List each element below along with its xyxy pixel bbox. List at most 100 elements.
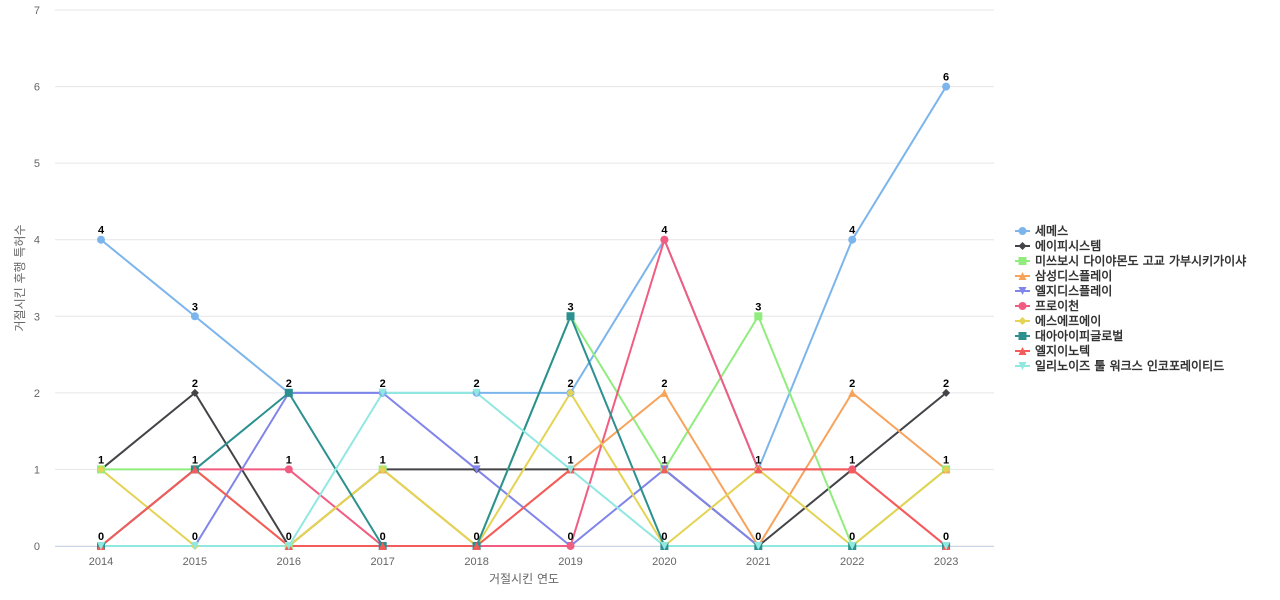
legend-label: 세메스 <box>1035 223 1068 238</box>
series-line-9[interactable] <box>101 391 947 547</box>
series-0-point[interactable] <box>190 312 199 321</box>
series-1-point[interactable] <box>190 388 199 397</box>
data-label: 0 <box>380 531 386 543</box>
legend-item[interactable]: 프로이천 <box>1015 298 1079 313</box>
series-line-0[interactable] <box>100 86 947 471</box>
legend-label: 미쓰보시 다이야몬도 고교 가부시키가이샤 <box>1035 253 1246 268</box>
legend-item[interactable]: 엘지이노텍 <box>1015 343 1090 358</box>
y-tick-label: 6 <box>34 82 40 94</box>
data-label: 0 <box>755 531 761 543</box>
legend-item[interactable]: 미쓰보시 다이야몬도 고교 가부시키가이샤 <box>1015 253 1246 268</box>
series-0-point[interactable] <box>942 82 951 91</box>
data-label: 1 <box>380 454 386 466</box>
legend-marker[interactable] <box>1018 347 1027 355</box>
series-6-point[interactable] <box>942 465 951 474</box>
series-0-point[interactable] <box>97 235 105 244</box>
series-8-point[interactable] <box>848 465 857 474</box>
legend-item[interactable]: 엘지디스플레이 <box>1015 283 1112 298</box>
legend-marker[interactable] <box>1018 257 1027 265</box>
series-7-point[interactable] <box>566 312 575 321</box>
legend-item[interactable]: 삼성디스플레이 <box>1015 268 1112 283</box>
legend-label: 일리노이즈 툴 워크스 인코포레이티드 <box>1035 358 1224 373</box>
series-8-point[interactable] <box>472 542 481 550</box>
series-8-point[interactable] <box>660 465 669 474</box>
series-9-point[interactable] <box>190 542 199 550</box>
series-5-point[interactable] <box>284 465 293 474</box>
series-8-point[interactable] <box>190 465 199 474</box>
x-tick-label: 2020 <box>652 556 676 568</box>
series-markers <box>97 82 951 550</box>
series-9-point[interactable] <box>472 388 481 397</box>
series-8-point[interactable] <box>754 465 763 474</box>
data-label: 2 <box>943 378 949 390</box>
data-label: 3 <box>755 301 761 313</box>
data-label: 1 <box>849 454 855 466</box>
series-8-point[interactable] <box>378 542 387 550</box>
series-9-point[interactable] <box>566 465 575 474</box>
legend-marker[interactable] <box>1018 242 1027 250</box>
x-tick-label: 2017 <box>370 556 394 568</box>
legend-item[interactable]: 에이피시스템 <box>1015 238 1101 253</box>
series-9-point[interactable] <box>97 542 105 550</box>
series-6-point[interactable] <box>566 388 575 397</box>
y-tick-label: 1 <box>34 464 40 476</box>
series-6-point[interactable] <box>97 465 105 474</box>
series-9-point[interactable] <box>754 542 763 550</box>
x-tick-label: 2016 <box>277 556 301 568</box>
series-6-point[interactable] <box>378 465 387 474</box>
data-label: 0 <box>567 531 573 543</box>
data-label: 1 <box>474 454 480 466</box>
legend-marker[interactable] <box>1018 317 1027 325</box>
legend-item[interactable]: 세메스 <box>1015 223 1068 238</box>
data-label: 0 <box>661 531 667 543</box>
series-5-point[interactable] <box>566 542 575 550</box>
legend-marker[interactable] <box>1018 227 1027 235</box>
series-3-point[interactable] <box>660 388 669 397</box>
legend-marker[interactable] <box>1018 332 1027 340</box>
legend-label: 엘지이노텍 <box>1035 343 1090 358</box>
x-tick-label: 2014 <box>89 556 113 568</box>
series-5-point[interactable] <box>660 235 669 244</box>
series-9-point[interactable] <box>378 388 387 397</box>
y-tick-label: 0 <box>34 541 40 553</box>
series-7-point[interactable] <box>284 388 293 397</box>
legend-marker[interactable] <box>1018 302 1027 310</box>
series-lines <box>100 86 947 547</box>
data-label: 1 <box>661 454 667 466</box>
series-9-point[interactable] <box>942 542 951 550</box>
legend-label: 엘지디스플레이 <box>1035 283 1112 298</box>
series-line-8[interactable] <box>100 468 947 547</box>
legend-item[interactable]: 일리노이즈 툴 워크스 인코포레이티드 <box>1015 358 1224 373</box>
data-label: 1 <box>192 454 198 466</box>
legend-label: 에스에프에이 <box>1035 313 1101 328</box>
legend-item[interactable]: 에스에프에이 <box>1015 313 1101 328</box>
series-0-point[interactable] <box>848 235 857 244</box>
data-label: 1 <box>943 454 949 466</box>
data-label: 2 <box>849 378 855 390</box>
y-tick-label: 7 <box>34 5 40 17</box>
x-tick-label: 2023 <box>934 556 958 568</box>
data-label: 1 <box>98 454 104 466</box>
series-3-point[interactable] <box>848 388 857 397</box>
legend-marker[interactable] <box>1018 287 1027 295</box>
legend-label: 에이피시스템 <box>1035 238 1101 253</box>
data-label: 6 <box>943 72 949 84</box>
data-label: 0 <box>474 531 480 543</box>
x-tick-label: 2015 <box>183 556 207 568</box>
legend-item[interactable]: 대아아이피글로벌 <box>1015 328 1123 343</box>
x-tick-label: 2019 <box>558 556 582 568</box>
data-label: 0 <box>286 531 292 543</box>
series-1-point[interactable] <box>942 388 951 397</box>
series-9-point[interactable] <box>660 542 669 550</box>
data-label: 0 <box>98 531 104 543</box>
series-9-point[interactable] <box>284 542 293 550</box>
series-9-point[interactable] <box>848 542 857 550</box>
data-label: 0 <box>849 531 855 543</box>
series-4-point[interactable] <box>472 465 481 474</box>
series-2-point[interactable] <box>754 312 763 321</box>
legend-marker[interactable] <box>1018 272 1027 280</box>
legend-marker[interactable] <box>1018 362 1027 370</box>
